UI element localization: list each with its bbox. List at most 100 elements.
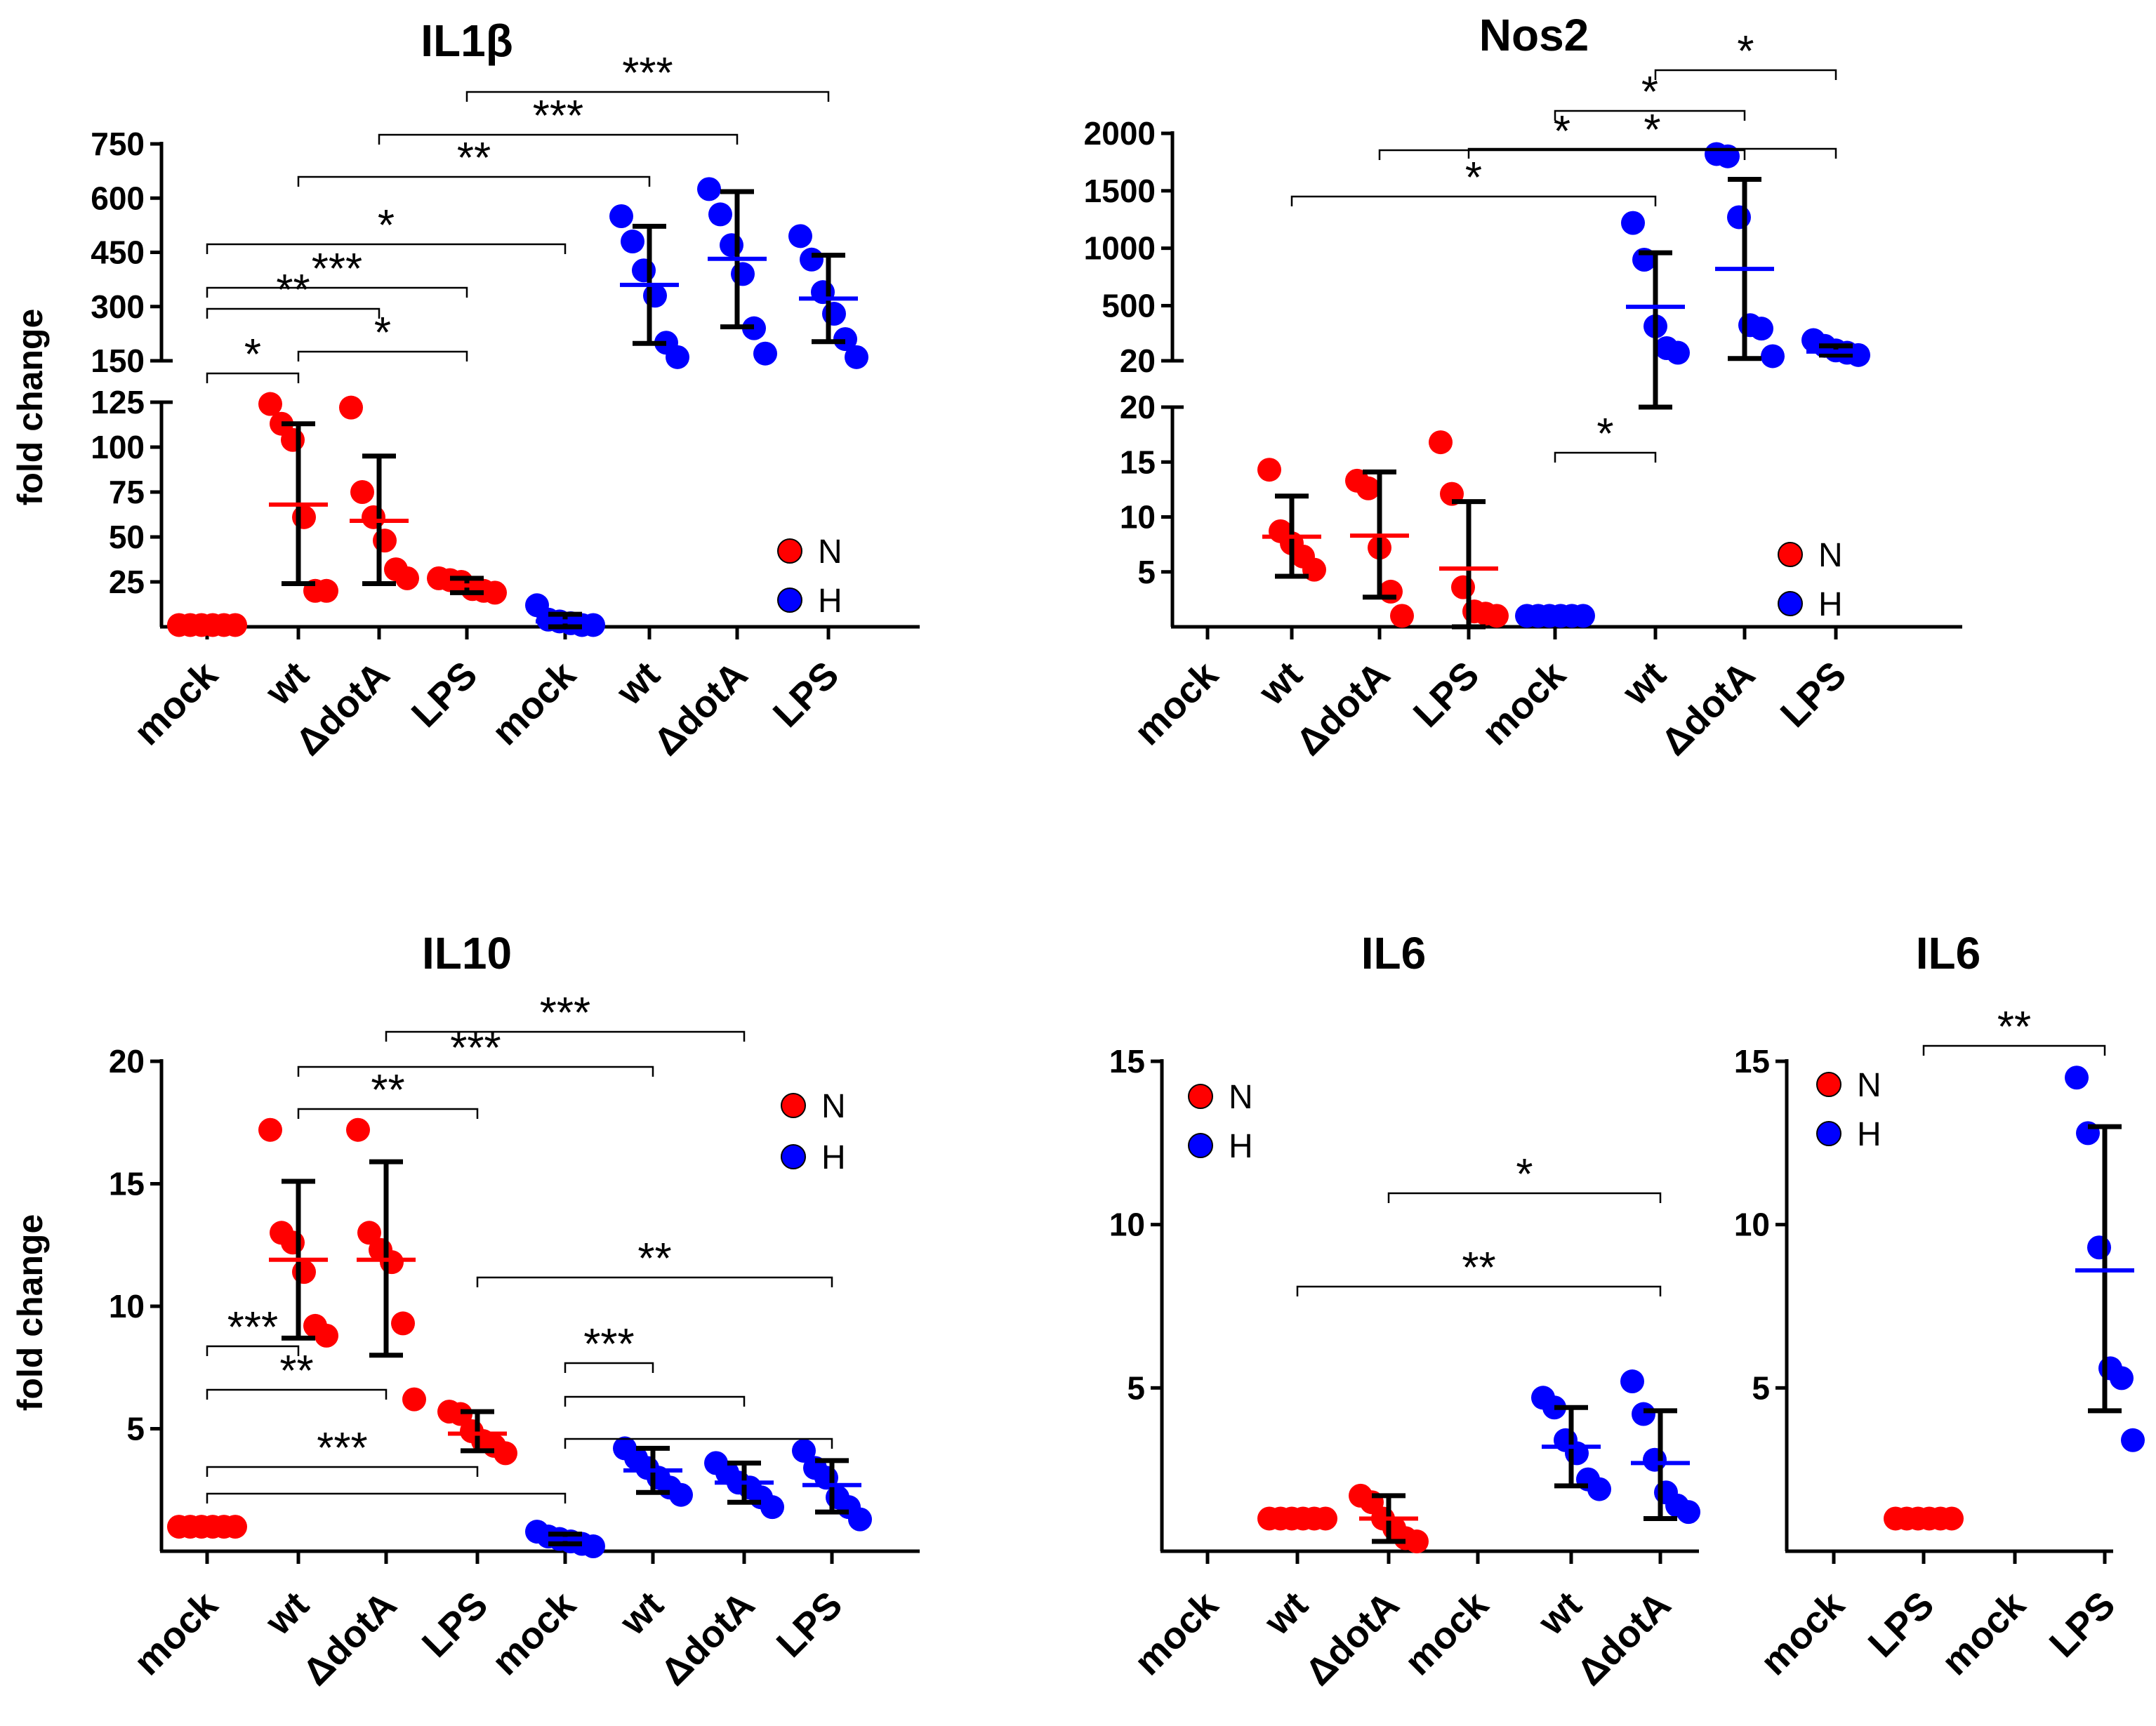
y-tick-label: 15 [1120, 444, 1156, 480]
significance-label: ** [1997, 1003, 2031, 1051]
y-tick-label: 25 [109, 564, 145, 600]
data-point [1727, 205, 1751, 230]
category-label: mock [126, 1583, 226, 1683]
data-point [1390, 604, 1414, 628]
significance-bracket [297, 350, 468, 361]
y-tick-label: 5 [1127, 1369, 1145, 1406]
data-point [848, 1507, 872, 1532]
category-label: mock [1126, 1583, 1226, 1683]
significance-label: *** [583, 1320, 634, 1369]
data-point [760, 1495, 784, 1520]
significance-bracket [1378, 149, 1746, 160]
y-tick-label: 500 [1102, 287, 1156, 324]
significance-bracket [1554, 109, 1746, 121]
significance-label: * [374, 309, 391, 357]
category-label: wt [611, 1584, 672, 1644]
data-point [731, 262, 755, 286]
data-point [1379, 579, 1403, 604]
category-label: wt [1614, 653, 1674, 714]
legend-label-h: H [1229, 1128, 1253, 1165]
legend-marker-h [1778, 591, 1803, 616]
panel-il1b: IL1β fold change 25 50 75 100 125 150 300 450 600 7… [11, 0, 920, 764]
data-point [581, 613, 605, 637]
significance-label: ** [371, 1066, 404, 1115]
category-label: mock [126, 653, 226, 753]
significance-bracket [1654, 69, 1837, 80]
category-label: ΔdotA [1297, 1584, 1408, 1694]
y-tick-label: 125 [91, 384, 145, 420]
category-label: wt [257, 653, 317, 714]
data-point [494, 1441, 517, 1466]
category-label: mock [484, 1583, 584, 1683]
significance-bracket [1554, 451, 1657, 463]
data-point [2121, 1428, 2145, 1452]
data-point [1846, 343, 1870, 367]
significance-label: * [244, 331, 261, 379]
category-label: ΔdotA [295, 1584, 405, 1694]
significance-bracket [1290, 195, 1657, 206]
significance-label: ** [457, 134, 491, 182]
y-tick-label: 10 [109, 1288, 145, 1325]
data-point [391, 1311, 415, 1336]
category-label: LPS [2042, 1584, 2124, 1666]
y-tick-label: 600 [91, 180, 145, 216]
category-label: LPS [1860, 1584, 1943, 1666]
significance-label: *** [622, 49, 673, 98]
significance-bracket [297, 1066, 654, 1077]
significance-label: * [378, 201, 395, 250]
legend-label-h: H [1857, 1116, 1881, 1153]
y-tick-label: 5 [126, 1411, 145, 1447]
y-tick-label: 150 [91, 343, 145, 379]
significance-label: *** [540, 989, 590, 1037]
chart-title: IL6 [1916, 928, 1980, 978]
y-tick-label: 1000 [1084, 230, 1156, 267]
data-point [339, 395, 363, 420]
data-point [1643, 1447, 1667, 1472]
significance-bracket [1467, 147, 1837, 159]
category-label: ΔdotA [1569, 1584, 1679, 1694]
category-label: ΔdotA [646, 653, 756, 764]
category-label: wt [1256, 1584, 1316, 1644]
category-label: ΔdotA [1288, 653, 1398, 764]
significance-label: * [1737, 27, 1754, 76]
data-point [1761, 344, 1785, 369]
significance-label: * [1465, 154, 1482, 202]
significance-bracket [206, 1492, 567, 1503]
data-point [643, 284, 667, 308]
y-tick-label: 50 [109, 519, 145, 555]
category-label: mock [1752, 1583, 1853, 1683]
legend-label-n: N [1229, 1079, 1253, 1116]
data-point [1451, 575, 1475, 599]
significance-bracket [564, 1395, 746, 1407]
data-point [292, 505, 316, 529]
data-point [669, 1482, 693, 1507]
data-point [281, 1230, 305, 1255]
significance-bracket [1387, 1192, 1662, 1203]
category-label: wt [608, 653, 668, 714]
data-point [350, 480, 374, 504]
category-label: mock [484, 653, 584, 753]
category-label: wt [257, 1584, 317, 1644]
significance-bracket [206, 307, 381, 319]
data-point [632, 258, 656, 283]
data-point [281, 427, 305, 452]
category-label: mock [1396, 1583, 1497, 1683]
data-point [1257, 458, 1281, 482]
chart-title: IL10 [422, 928, 512, 978]
data-point [1632, 1402, 1655, 1426]
y-tick-label: 10 [1109, 1207, 1145, 1243]
data-point [2110, 1366, 2134, 1390]
chart-title: IL6 [1361, 928, 1426, 978]
data-point [1666, 340, 1690, 365]
legend-label-n: N [1857, 1067, 1881, 1104]
category-label: ΔdotA [288, 653, 398, 764]
y-axis-label: fold change [11, 309, 50, 506]
category-label: LPS [765, 653, 847, 736]
y-tick-label: 20 [109, 1043, 145, 1080]
data-point [357, 1221, 381, 1245]
legend-label-n: N [1818, 537, 1843, 574]
data-point [380, 1250, 404, 1275]
